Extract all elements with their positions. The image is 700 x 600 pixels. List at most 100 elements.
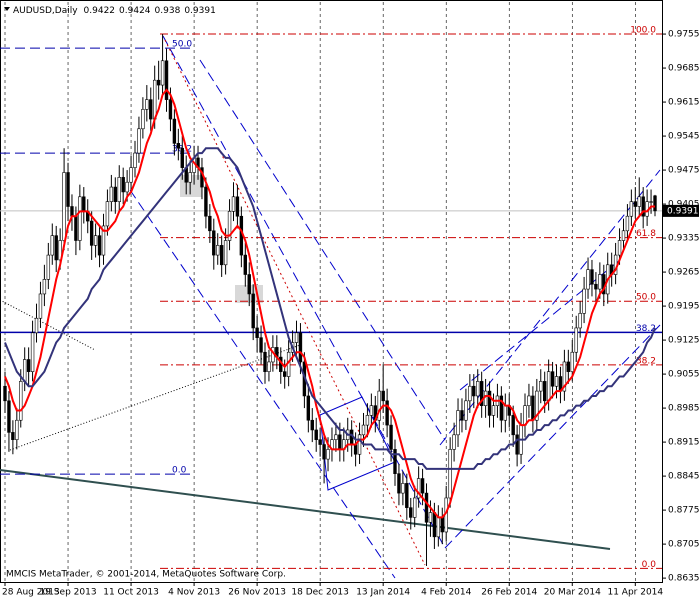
candle-body	[117, 177, 121, 202]
header: AUDUSD,Daily 0.9422 0.9424 0.938 0.9391	[13, 6, 216, 16]
x-tick-label: 4 Feb 2014	[421, 588, 472, 598]
candle-body	[164, 60, 169, 100]
y-tick-label: 0.9545	[668, 132, 700, 142]
candle-body	[294, 332, 299, 343]
candle-body	[629, 201, 634, 217]
candle-body	[34, 317, 39, 334]
candle-body	[582, 288, 586, 314]
candle-body	[594, 283, 598, 290]
fibo-label: 0.0	[172, 466, 187, 476]
candle-body	[456, 410, 460, 436]
marks-layer	[3, 34, 657, 566]
candle-body	[566, 361, 571, 372]
candle-body	[412, 497, 417, 518]
last-high: 0.9424	[119, 6, 151, 16]
candle-body	[212, 230, 216, 256]
fibo-label: 100.0	[630, 26, 656, 36]
x-tick-label: 13 Jan 2014	[356, 588, 410, 598]
channel-line	[199, 59, 446, 441]
candle-body	[377, 390, 381, 421]
candle-body	[137, 128, 141, 154]
candle-body	[188, 172, 192, 183]
y-tick-label: 0.9055	[668, 370, 700, 380]
trend-line	[0, 469, 611, 550]
candle-body	[105, 201, 110, 227]
candle-body	[621, 230, 626, 241]
candle-body	[176, 143, 181, 149]
candle-body	[180, 147, 184, 168]
candle-body	[476, 381, 480, 397]
x-tick-label: 11 Oct 2013	[103, 588, 159, 598]
moving-average	[4, 147, 656, 470]
y-tick-label: 0.8775	[668, 506, 700, 516]
candle-body	[204, 186, 208, 217]
x-tick-label: 11 Apr 2014	[607, 588, 663, 598]
fibo-label: 50.0	[172, 40, 192, 50]
fibo-label: 38.2	[636, 324, 656, 334]
candle-body	[129, 167, 133, 183]
y-tick-label: 0.9685	[668, 64, 700, 74]
candle-body	[649, 201, 653, 203]
caption: MMCIS MetaTrader, © 2001-2014, MetaQuote…	[6, 570, 286, 580]
candle-body	[113, 186, 118, 202]
candle-body	[70, 206, 74, 217]
candle-body	[527, 395, 531, 406]
candle-body	[152, 79, 157, 120]
candle-body	[168, 99, 173, 120]
candle-body	[125, 181, 129, 193]
candle-body	[133, 152, 137, 168]
candle-body	[389, 424, 393, 450]
candle-body	[326, 449, 330, 460]
candle-body	[464, 400, 468, 421]
candle-body	[62, 172, 66, 241]
x-tick-label: 18 Dec 2013	[291, 588, 349, 598]
candle-body	[223, 240, 228, 266]
x-tick-label: 26 Nov 2013	[228, 588, 286, 598]
candle-body	[66, 172, 70, 207]
candle-body	[542, 381, 547, 402]
candle-body	[637, 196, 641, 207]
candle-body	[26, 359, 31, 372]
candle-body	[227, 211, 232, 241]
y-tick-label: 0.8635	[668, 574, 700, 584]
candle-body	[515, 434, 519, 455]
last-open: 0.9422	[84, 6, 116, 16]
candle-body	[259, 337, 263, 353]
candle-body	[38, 293, 43, 319]
y-tick-label: 0.8845	[668, 472, 700, 482]
candle-body	[546, 371, 551, 402]
candle-body	[353, 444, 358, 455]
candle-body	[141, 109, 145, 130]
symbol: AUDUSD,Daily	[13, 6, 78, 16]
y-tick-label: 0.9195	[668, 302, 700, 312]
last-price-box	[663, 204, 699, 217]
candle-body	[369, 405, 374, 416]
candle-body	[574, 327, 578, 353]
y-tick-label: 0.9265	[668, 268, 700, 278]
candle-body	[247, 274, 251, 295]
candle-body	[109, 186, 114, 202]
candle-body	[491, 405, 496, 416]
candle-body	[523, 405, 527, 426]
channel-line	[444, 324, 661, 549]
candle-body	[50, 235, 54, 256]
candle-body	[314, 429, 318, 440]
candle-body	[531, 395, 535, 421]
candle-body	[554, 376, 559, 387]
candle-body	[535, 390, 539, 421]
candle-body	[590, 269, 594, 285]
candle-body	[385, 400, 389, 426]
channel-line	[439, 169, 661, 446]
candle-body	[145, 99, 149, 110]
y-tick-label: 0.9335	[668, 234, 700, 244]
candle-body	[22, 359, 27, 382]
candle-body	[255, 327, 259, 338]
candle-body	[416, 478, 421, 499]
candle-body	[82, 196, 86, 212]
last-low: 0.938	[155, 6, 181, 16]
last-close: 0.9391	[184, 6, 216, 16]
y-tick-label: 0.8915	[668, 438, 700, 448]
